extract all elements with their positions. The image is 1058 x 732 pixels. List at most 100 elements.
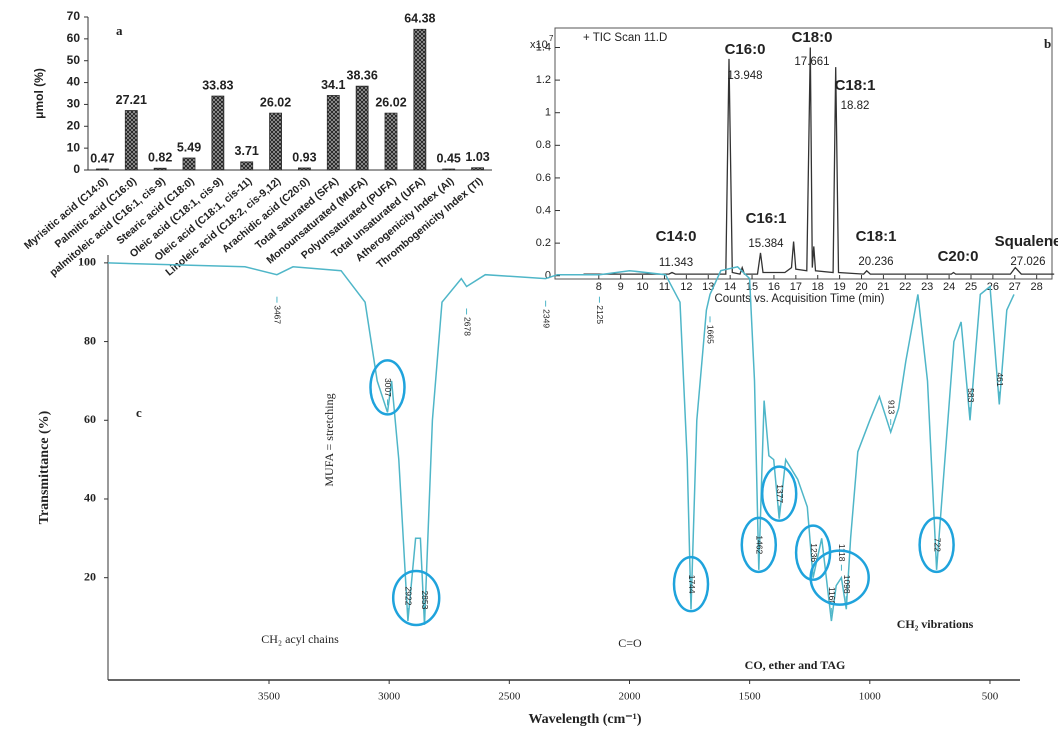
bar — [211, 95, 225, 171]
peak-time: 17.661 — [794, 56, 829, 68]
peak-label: 2853 — [420, 590, 430, 609]
x-tick-label: 3500 — [258, 691, 281, 703]
x-tick-label: 18 — [812, 281, 824, 293]
peak-name: C20:0 — [938, 248, 979, 265]
bar — [413, 28, 427, 171]
y-axis-label: μmol (%) — [32, 68, 46, 119]
y-scale-exponent: 7 — [549, 34, 554, 43]
peak-label: 2678 — [462, 317, 472, 336]
y-tick-label: 60 — [84, 412, 96, 426]
y-tick-label: 1.4 — [536, 41, 551, 53]
highlight-circle — [760, 465, 798, 522]
value-label: 0.93 — [292, 150, 316, 164]
peak-label: 722 — [932, 538, 942, 552]
title: + TIC Scan 11.D — [583, 32, 667, 44]
x-axis-label: Wavelength (cm⁻¹) — [528, 712, 641, 727]
bar — [240, 161, 254, 171]
peak-label: 3467 — [273, 305, 283, 324]
peak-name: C16:0 — [725, 41, 766, 58]
x-tick-label: 11 — [659, 281, 670, 293]
peak-name: C16:1 — [746, 210, 787, 227]
value-label: 26.02 — [375, 95, 406, 109]
bar — [269, 112, 282, 171]
peak-label: 1377 — [775, 484, 785, 503]
x-tick-label: 12 — [680, 281, 692, 293]
x-tick-label: 3000 — [378, 691, 401, 703]
y-tick-label: 1.2 — [536, 74, 551, 86]
y-tick-label: 50 — [67, 53, 81, 67]
value-label: 3.71 — [235, 144, 259, 158]
peak-label: 2125 — [595, 305, 605, 324]
x-tick-label: 2000 — [618, 691, 641, 703]
peak-time: 11.343 — [659, 257, 693, 269]
value-label: 64.38 — [404, 12, 435, 26]
value-label: 33.83 — [202, 78, 233, 92]
x-tick-label: 1500 — [739, 691, 762, 703]
x-tick-label: 13 — [702, 281, 714, 293]
highlight-circle — [809, 549, 870, 606]
peak-name: C18:1 — [835, 77, 876, 94]
peak-label: 1160 — [827, 587, 837, 606]
y-tick-label: 70 — [67, 9, 81, 23]
value-label: 38.36 — [347, 68, 378, 82]
peak-label: 913 — [886, 400, 896, 414]
bar — [442, 168, 456, 171]
y-tick-label: 20 — [84, 569, 96, 583]
y-tick-label: 0 — [73, 162, 80, 176]
x-tick-label: 15 — [746, 281, 758, 293]
panel-label: a — [116, 23, 123, 38]
y-tick-label: 100 — [78, 255, 96, 269]
value-label: 27.21 — [116, 93, 147, 107]
value-label: 0.82 — [148, 151, 172, 165]
spectrum — [107, 262, 1015, 625]
peak-label: 1744 — [687, 575, 697, 594]
bar — [471, 167, 484, 171]
highlight-circle — [918, 516, 955, 574]
y-tick-label: 0.2 — [536, 237, 551, 249]
y-tick-label: 10 — [67, 140, 81, 154]
peak-time: 18.82 — [841, 100, 870, 112]
peak-name: C14:0 — [656, 228, 697, 245]
annotation: CH₂ vibrations — [897, 617, 974, 631]
x-tick-label: 500 — [982, 691, 999, 703]
peak-time: 20.236 — [858, 256, 893, 268]
peak-label: 1236 — [809, 543, 819, 562]
bar — [182, 157, 196, 171]
peak-label: 461 — [995, 372, 1005, 386]
bar — [96, 168, 109, 171]
peak-label: 1665 — [706, 325, 716, 344]
plot-frame — [554, 27, 1053, 280]
x-tick-label: 28 — [1031, 281, 1043, 293]
bar — [355, 85, 369, 171]
x-tick-label: 23 — [921, 281, 933, 293]
y-tick-label: 0.8 — [536, 139, 551, 151]
y-tick-label: 20 — [67, 118, 81, 132]
highlight-circle — [369, 359, 406, 416]
x-tick-label: 22 — [899, 281, 911, 293]
y-tick-label: 40 — [84, 491, 96, 505]
bar — [326, 95, 340, 171]
x-tick-label: 1000 — [859, 691, 882, 703]
x-tick-label: 20 — [855, 281, 867, 293]
y-tick-label: 0.6 — [536, 172, 551, 184]
peak-label: 583 — [966, 388, 976, 402]
bar — [298, 167, 311, 171]
peak-label: 3007 — [383, 378, 393, 397]
peak-label: 1098 — [842, 575, 852, 594]
annotation: CO, ether and TAG — [745, 658, 846, 672]
x-tick-label: 19 — [834, 281, 846, 293]
y-tick-label: 40 — [67, 75, 81, 89]
highlight-circle — [740, 516, 778, 574]
x-tick-label: 17 — [790, 281, 802, 293]
annotation: MUFA = stretching — [322, 393, 336, 486]
panel-label: b — [1044, 36, 1051, 51]
value-label: 0.45 — [437, 151, 461, 165]
peak-label: 2922 — [404, 587, 414, 606]
x-tick-label: 8 — [596, 281, 602, 293]
y-tick-label: 0.4 — [536, 204, 551, 216]
y-axis-label: Transmittance (%) — [37, 410, 52, 524]
x-tick-label: 9 — [618, 281, 624, 293]
panel-label: c — [136, 405, 142, 420]
bar — [124, 110, 138, 171]
